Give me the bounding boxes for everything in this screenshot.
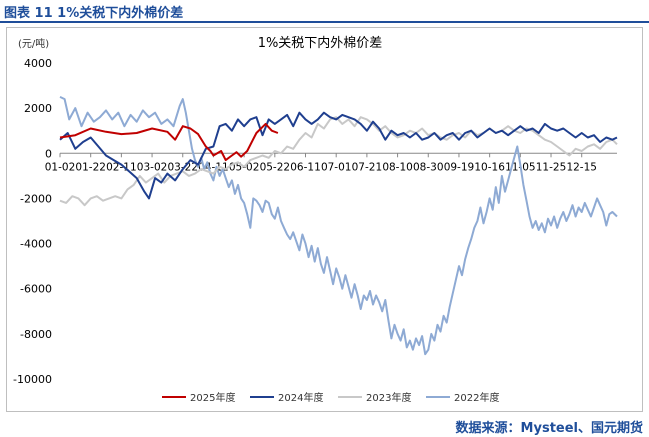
y-tick-label: 2000	[24, 102, 52, 115]
x-tick-label: 01-02	[45, 161, 76, 173]
series-line-2022年度	[59, 95, 618, 356]
chart-frame	[6, 27, 643, 412]
title-rule	[0, 21, 649, 23]
series-layer	[59, 95, 618, 356]
x-tick-label: 10-16	[474, 161, 505, 173]
x-tick-label: 03-02	[137, 161, 168, 173]
series-line-2024年度	[59, 111, 618, 200]
x-tick-label: 03-22	[167, 161, 198, 173]
y-tick-label: -6000	[20, 283, 52, 296]
x-tick-label: 11-25	[536, 161, 567, 173]
x-axis: 01-02 01-22 02-11 03-02 03-22 04-11 05-02 05-22…	[45, 152, 617, 173]
x-tick-label: 09-19	[444, 161, 475, 173]
x-tick-label: 06-11	[290, 161, 321, 173]
x-tick-label: 07-01	[321, 161, 352, 173]
x-tick-label: 01-22	[75, 161, 106, 173]
y-tick-label: 4000	[24, 57, 52, 70]
x-tick-label: 08-30	[413, 161, 444, 173]
x-tick-label: 12-15	[566, 161, 597, 173]
figure-label: 图表 11 1%关税下内外棉价差	[4, 6, 184, 21]
chart-title: 1%关税下内外棉价差	[258, 35, 383, 51]
x-tick-label: 02-11	[106, 161, 137, 173]
legend-label: 2024年度	[278, 391, 323, 404]
source-note: 数据来源：Mysteel、国元期货	[455, 421, 643, 436]
series-line-2025年度	[59, 122, 279, 162]
y-tick-label: -4000	[20, 238, 52, 251]
y-axis: 4000 2000 0 -2000 -4000 -6000 -8000 -10000	[13, 57, 52, 386]
y-tick-label: -2000	[20, 192, 52, 205]
legend: 2025年度 2024年度 2023年度 2022年度	[162, 391, 499, 404]
x-tick-label: 08-10	[382, 161, 413, 173]
y-tick-label: 0	[45, 147, 52, 160]
y-tick-label: -8000	[20, 328, 52, 341]
legend-label: 2025年度	[190, 391, 235, 404]
y-tick-label: -10000	[13, 373, 52, 386]
legend-label: 2022年度	[454, 391, 499, 404]
legend-label: 2023年度	[366, 391, 411, 404]
x-tick-label: 05-22	[260, 161, 291, 173]
x-tick-label: 07-21	[352, 161, 383, 173]
y-unit-label: (元/吨)	[18, 37, 49, 50]
